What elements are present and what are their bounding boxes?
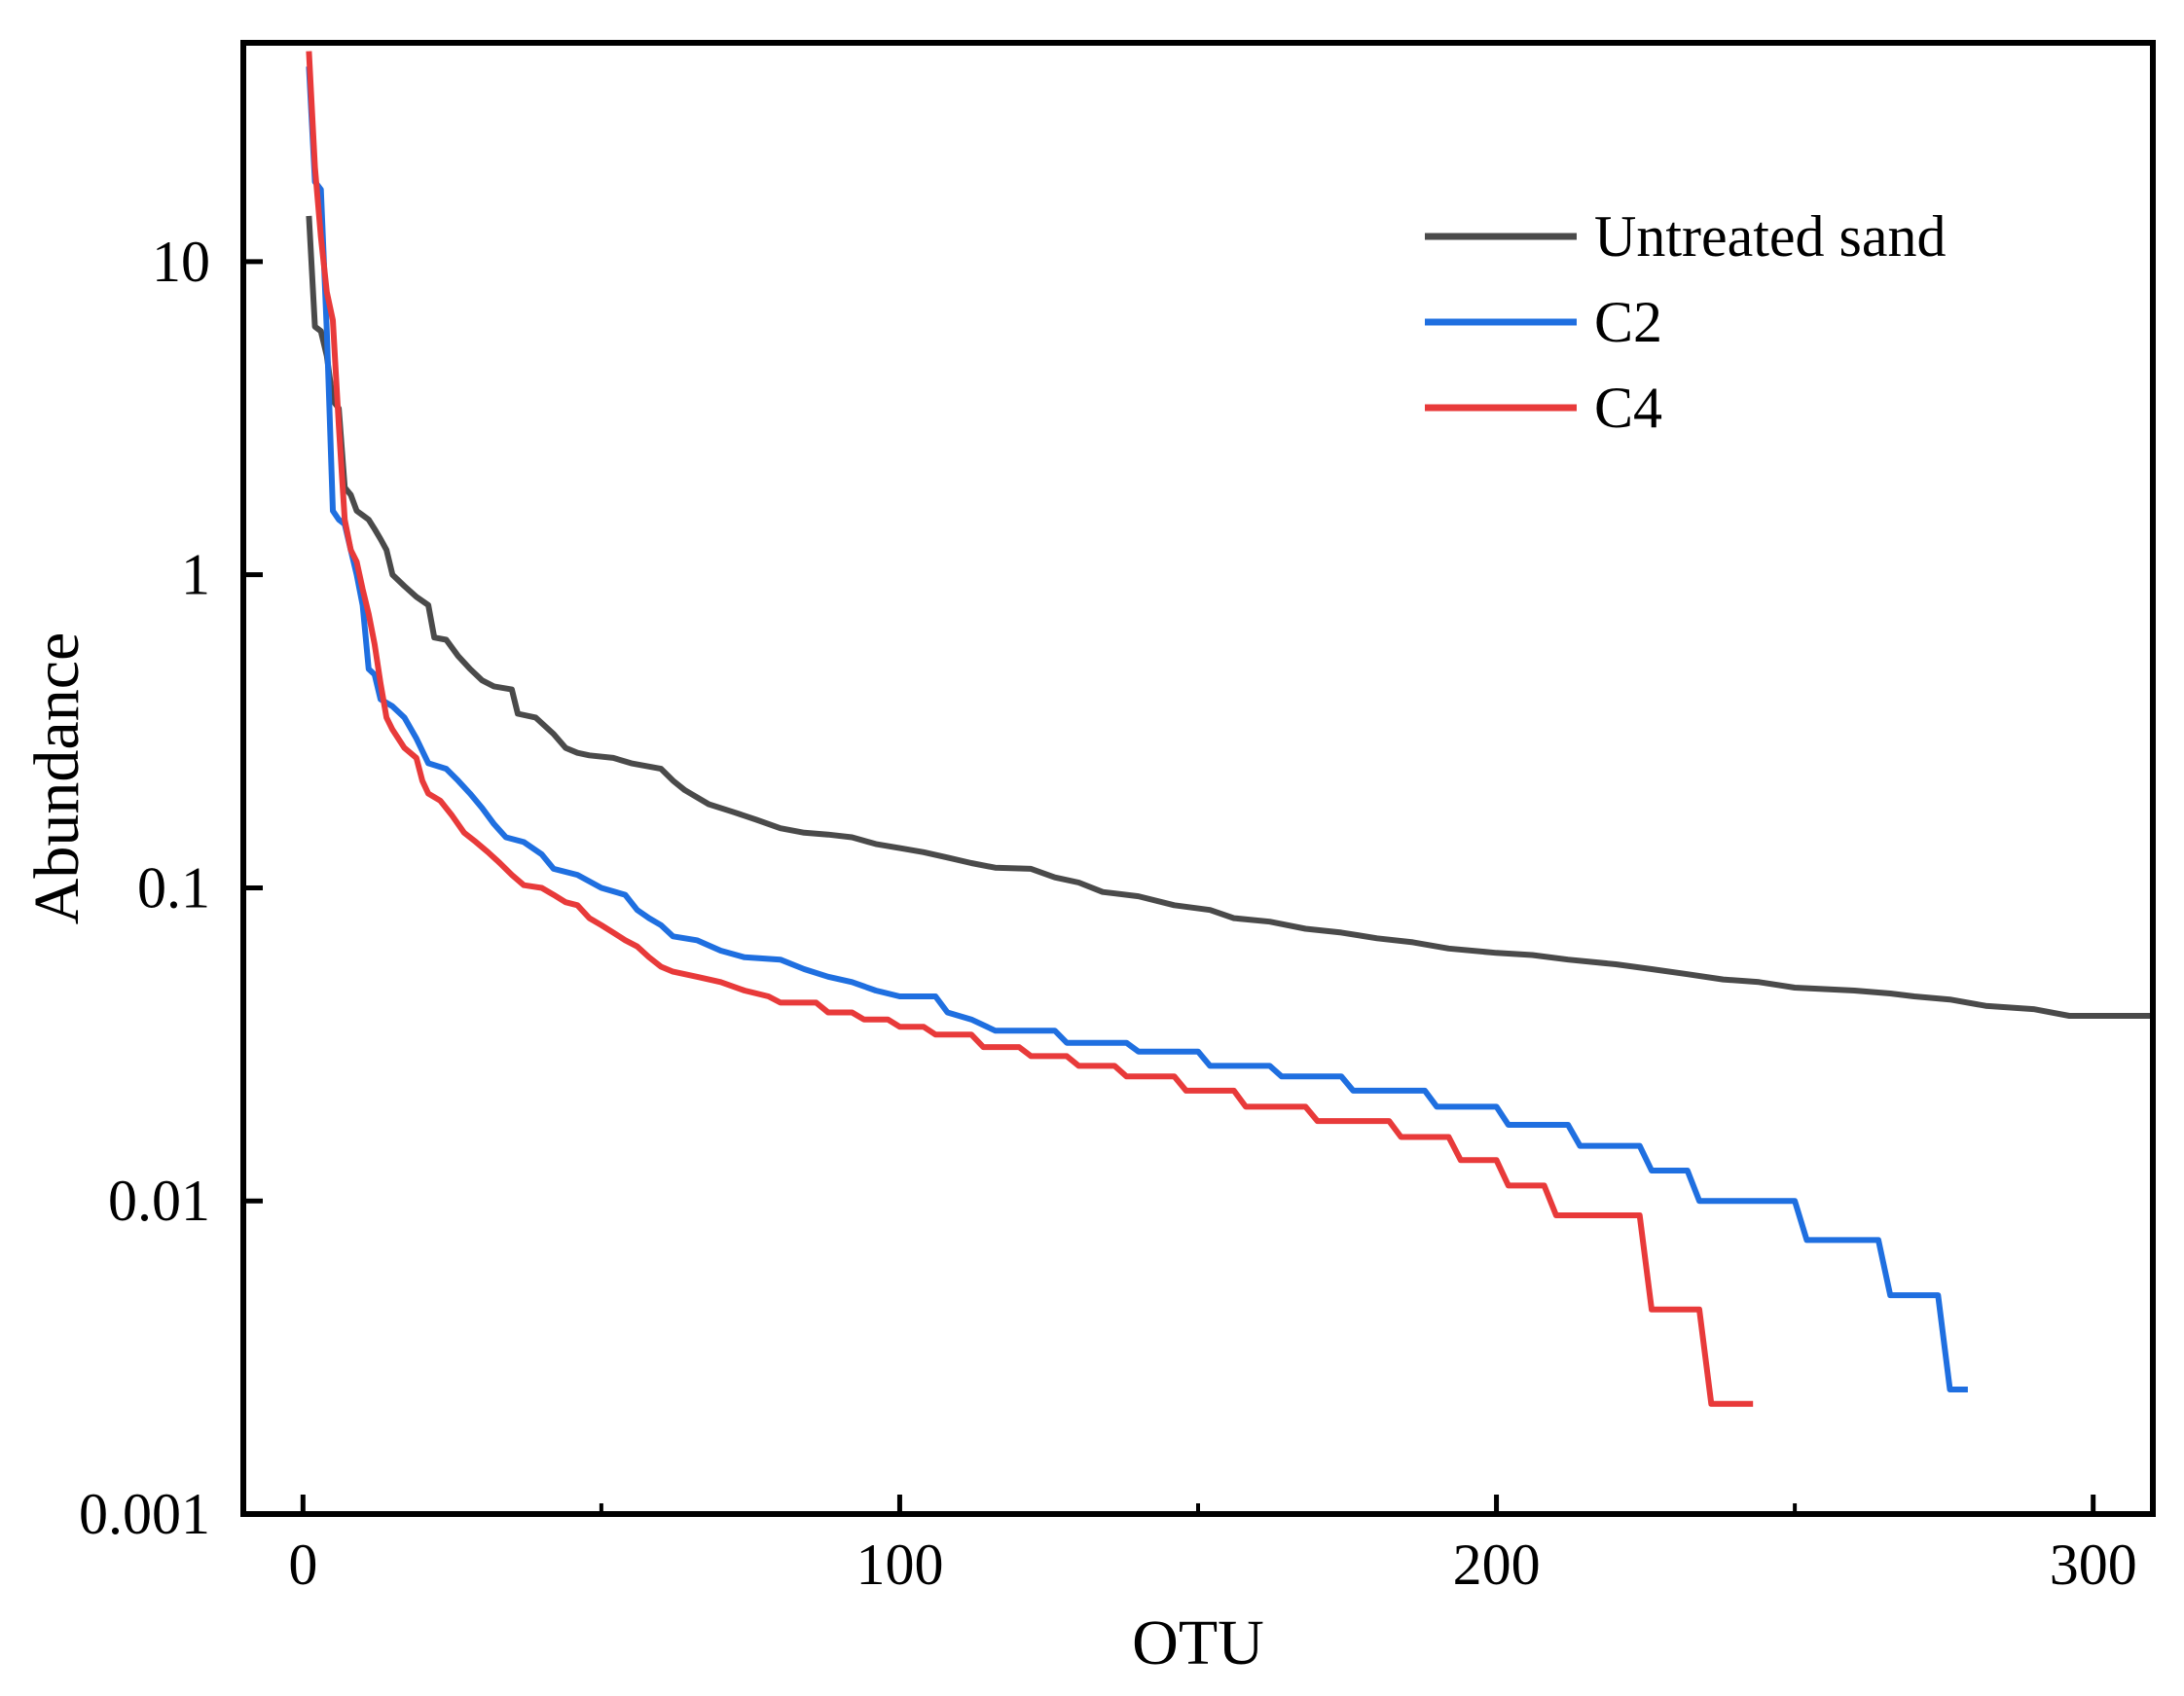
x-tick-label: 100 bbox=[855, 1533, 943, 1597]
tick-layer bbox=[243, 259, 2096, 1517]
series-line-untreated-sand bbox=[306, 215, 2153, 1019]
x-tick-label: 0 bbox=[288, 1533, 317, 1597]
y-axis-title: Abundance bbox=[21, 632, 92, 925]
series-layer bbox=[306, 51, 2153, 1407]
series-line-c4 bbox=[306, 51, 1754, 1407]
label-layer: 0 100 200 300 0.001 0.01 0.1 1 10 bbox=[79, 230, 2137, 1597]
y-tick-label: 10 bbox=[152, 230, 210, 294]
x-tick-label: 300 bbox=[2050, 1533, 2137, 1597]
legend-label: C4 bbox=[1594, 376, 1662, 440]
y-tick-label: 0.1 bbox=[137, 855, 210, 920]
y-tick-label: 1 bbox=[181, 543, 210, 607]
legend-label: C2 bbox=[1594, 290, 1662, 354]
y-tick-label: 0.001 bbox=[79, 1482, 210, 1546]
y-tick-label: 0.01 bbox=[108, 1169, 210, 1233]
x-axis-title: OTU bbox=[1132, 1607, 1264, 1678]
legend: Untreated sand C2 C4 bbox=[1425, 204, 1947, 440]
x-tick-label: 200 bbox=[1453, 1533, 1541, 1597]
legend-label: Untreated sand bbox=[1594, 204, 1947, 269]
